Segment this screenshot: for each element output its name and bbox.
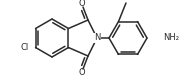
Text: O: O <box>79 68 85 77</box>
Text: O: O <box>79 0 85 8</box>
Text: CH₃: CH₃ <box>128 0 142 1</box>
Text: Cl: Cl <box>21 43 29 52</box>
Text: N: N <box>94 33 100 43</box>
Text: NH₂: NH₂ <box>163 33 179 43</box>
